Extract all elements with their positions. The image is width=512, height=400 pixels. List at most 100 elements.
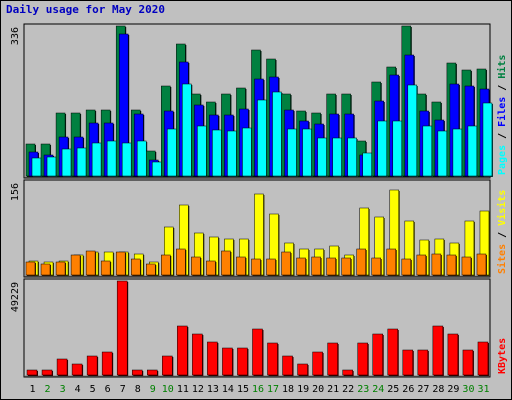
bar-sites-day-28 [431, 253, 442, 276]
x-tick-label-day-30: 30 [462, 384, 474, 395]
x-tick-label-day-18: 18 [282, 384, 294, 395]
x-tick-label-day-1: 1 [30, 384, 36, 395]
bar-sites-day-16 [251, 258, 262, 276]
bar-sites-day-15 [236, 256, 247, 276]
x-tick-label-day-14: 14 [222, 384, 234, 395]
bar-kbytes-day-23 [357, 342, 369, 376]
bar-pages-day-15 [242, 127, 253, 177]
bar-pages-day-8 [136, 140, 148, 177]
bar-kbytes-day-22 [342, 369, 354, 376]
bar-kbytes-day-30 [462, 349, 474, 376]
bar-kbytes-day-21 [327, 342, 339, 376]
legend-entry: / [497, 226, 508, 244]
bar-pages-day-19 [302, 128, 313, 177]
x-tick-label-day-10: 10 [162, 384, 174, 395]
legend-entry: / [497, 127, 508, 145]
legend-entry: KBytes [497, 338, 508, 374]
bar-sites-day-2 [40, 263, 52, 276]
bar-sites-day-20 [311, 256, 322, 276]
bar-pages-day-12 [197, 125, 208, 177]
bar-pages-day-5 [91, 142, 103, 177]
bar-sites-day-29 [446, 254, 457, 276]
bar-kbytes-day-1 [26, 369, 38, 376]
bar-pages-day-25 [392, 120, 403, 177]
ymax-label-top: 336 [10, 27, 21, 45]
bar-pages-day-23 [362, 152, 373, 177]
bar-sites-day-26 [401, 258, 412, 276]
bar-sites-day-21 [326, 257, 337, 276]
bar-pages-day-22 [347, 137, 358, 177]
bar-kbytes-day-4 [71, 363, 84, 376]
legend-entry: Files [496, 97, 508, 127]
x-tick-label-day-25: 25 [387, 384, 399, 395]
bar-sites-day-31 [476, 253, 487, 276]
bar-pages-day-18 [287, 128, 298, 177]
bar-pages-day-20 [317, 137, 328, 177]
legend-top: Pages / Files / Hits [496, 55, 508, 175]
bar-kbytes-day-20 [312, 351, 324, 376]
bar-kbytes-day-3 [56, 358, 69, 376]
bar-sites-day-24 [371, 257, 382, 276]
x-tick-label-day-22: 22 [342, 384, 354, 395]
chart-title: Daily usage for May 2020 [6, 3, 165, 16]
bar-kbytes-day-6 [101, 351, 114, 376]
bar-pages-day-27 [422, 125, 433, 177]
bar-sites-day-7 [115, 251, 127, 276]
bar-kbytes-day-12 [192, 333, 204, 376]
bar-sites-day-9 [146, 263, 157, 276]
bar-pages-day-26 [407, 84, 418, 177]
x-tick-label-day-2: 2 [45, 384, 51, 395]
bar-kbytes-day-31 [477, 341, 489, 376]
x-tick-label-day-9: 9 [150, 384, 156, 395]
legend-entry: Visits [496, 190, 508, 226]
x-tick-label-day-7: 7 [120, 384, 126, 395]
x-tick-label-day-16: 16 [252, 384, 264, 395]
x-tick-label-day-8: 8 [135, 384, 141, 395]
bar-kbytes-day-7 [116, 280, 129, 376]
bar-kbytes-day-25 [387, 328, 399, 376]
bar-kbytes-day-29 [447, 333, 459, 376]
bar-pages-day-24 [377, 120, 388, 177]
x-tick-label-day-15: 15 [237, 384, 249, 395]
legend-bottom: KBytes [497, 338, 508, 374]
bar-sites-day-27 [416, 254, 427, 276]
x-tick-label-day-19: 19 [297, 384, 309, 395]
legend-entry: Hits [496, 55, 508, 79]
x-tick-label-day-17: 17 [267, 384, 279, 395]
ymax-label-middle: 156 [10, 183, 21, 201]
bar-pages-day-14 [227, 130, 238, 177]
x-tick-label-day-29: 29 [447, 384, 459, 395]
x-tick-label-day-5: 5 [90, 384, 96, 395]
x-tick-label-day-20: 20 [312, 384, 324, 395]
bar-kbytes-day-14 [222, 347, 234, 376]
bar-pages-day-3 [61, 148, 73, 177]
legend-entry: / [497, 79, 508, 97]
bar-sites-day-1 [25, 261, 36, 276]
bar-kbytes-day-18 [282, 355, 294, 376]
x-tick-label-day-26: 26 [402, 384, 414, 395]
bar-sites-day-8 [130, 258, 142, 276]
bar-sites-day-5 [85, 250, 97, 276]
bar-kbytes-day-2 [41, 369, 54, 376]
bar-pages-day-6 [106, 140, 118, 177]
bar-sites-day-25 [386, 248, 397, 276]
bar-kbytes-day-8 [131, 369, 144, 376]
bar-pages-day-28 [437, 130, 448, 177]
bar-pages-day-7 [121, 142, 133, 177]
x-tick-label-day-11: 11 [177, 384, 189, 395]
bar-sites-day-6 [100, 260, 112, 276]
bar-sites-day-17 [266, 258, 277, 276]
bar-kbytes-day-17 [267, 342, 279, 376]
bar-sites-day-11 [176, 248, 187, 276]
bar-kbytes-day-13 [207, 341, 219, 376]
bar-sites-day-23 [356, 248, 367, 276]
bar-pages-day-31 [482, 102, 493, 177]
bar-kbytes-day-10 [162, 355, 174, 376]
bar-sites-day-14 [221, 250, 232, 276]
x-tick-label-day-6: 6 [105, 384, 111, 395]
bar-pages-day-2 [46, 156, 58, 177]
x-tick-label-day-23: 23 [357, 384, 369, 395]
bar-sites-day-19 [296, 257, 307, 276]
bar-sites-day-13 [206, 260, 217, 276]
